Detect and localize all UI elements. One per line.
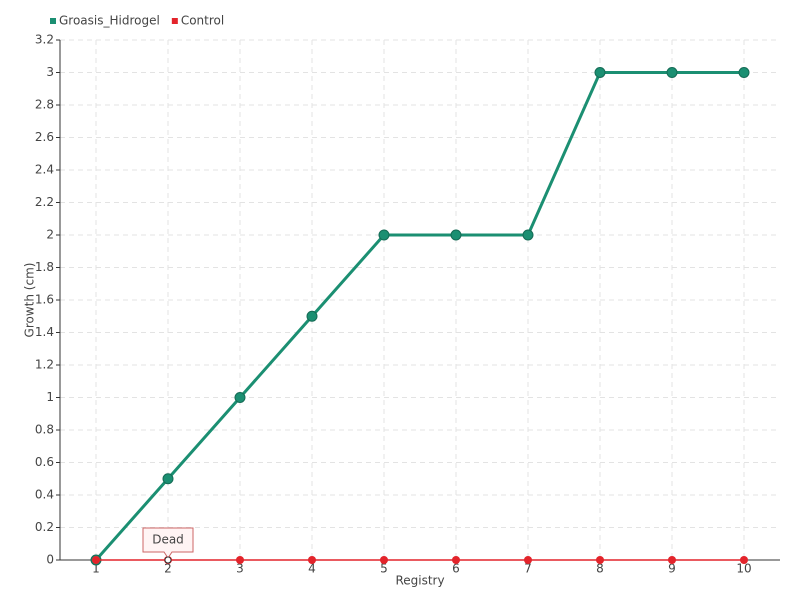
data-point xyxy=(92,556,100,564)
data-point xyxy=(306,310,318,322)
y-tick-label: 0 xyxy=(46,553,54,567)
data-point xyxy=(522,229,534,241)
data-point xyxy=(740,556,748,564)
data-point xyxy=(524,556,532,564)
y-tick-label: 2.6 xyxy=(35,130,54,144)
y-tick-label: 1.6 xyxy=(35,293,54,307)
x-tick-label: 6 xyxy=(452,562,460,576)
x-tick-label: 10 xyxy=(736,562,751,576)
y-tick-label: 0.6 xyxy=(35,455,54,469)
y-tick-label: 3 xyxy=(46,65,54,79)
y-tick-label: 1.8 xyxy=(35,260,54,274)
annotation-text: Dead xyxy=(152,533,184,547)
x-tick-label: 9 xyxy=(668,562,676,576)
y-tick-label: 2.2 xyxy=(35,195,54,209)
y-tick-label: 0.2 xyxy=(35,520,54,534)
legend-label: Groasis_Hidrogel xyxy=(59,14,160,28)
x-tick-label: 7 xyxy=(524,562,532,576)
y-tick-label: 0.4 xyxy=(35,488,54,502)
y-tick-label: 0.8 xyxy=(35,423,54,437)
legend-swatch xyxy=(171,18,178,24)
data-point xyxy=(378,229,390,241)
series-line xyxy=(94,71,744,561)
data-point xyxy=(236,556,244,564)
data-point xyxy=(234,392,246,403)
y-tick-label: 2.4 xyxy=(35,163,54,177)
annotation-box xyxy=(142,527,194,559)
data-point xyxy=(596,556,604,564)
data-point xyxy=(452,556,460,564)
data-point xyxy=(162,473,174,485)
annotation: Dead xyxy=(142,527,194,564)
legend-swatch xyxy=(50,18,56,24)
y-tick-label: 1.4 xyxy=(35,325,54,339)
x-tick-label: 5 xyxy=(380,562,388,576)
y-tick-label: 1.2 xyxy=(35,358,54,372)
data-point xyxy=(738,67,750,78)
data-point xyxy=(666,67,678,78)
x-tick-label: 8 xyxy=(596,562,604,576)
x-tick-label: 4 xyxy=(308,562,316,576)
y-axis-label: Growth (cm) xyxy=(23,263,37,338)
y-tick-label: 2.8 xyxy=(35,98,54,112)
data-point xyxy=(450,229,462,241)
annotation-point xyxy=(164,556,172,564)
y-tick-label: 1 xyxy=(46,390,54,404)
x-axis-label: Registry xyxy=(395,574,444,588)
x-tick-label: 1 xyxy=(92,562,100,576)
data-point xyxy=(308,556,316,564)
data-point xyxy=(668,556,676,564)
data-point xyxy=(594,67,606,78)
y-tick-label: 3.2 xyxy=(35,33,54,47)
data-point xyxy=(380,556,388,564)
x-tick-label: 2 xyxy=(164,562,172,576)
x-tick-label: 3 xyxy=(236,562,244,576)
legend-label: Control xyxy=(181,14,224,28)
y-tick-label: 2 xyxy=(46,228,54,242)
